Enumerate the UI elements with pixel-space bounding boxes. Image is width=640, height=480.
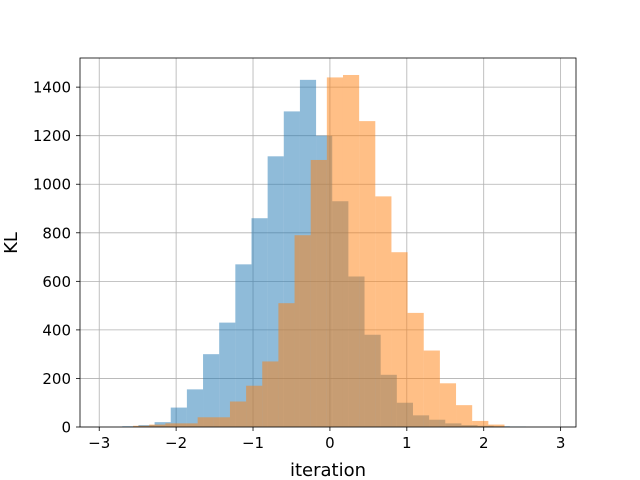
histogram-bar-series-2	[246, 385, 263, 427]
x-tick-label: −3	[88, 434, 110, 452]
histogram-bar-series-2	[213, 417, 230, 427]
histogram-bar-series-1	[203, 354, 220, 427]
histogram-bar-series-2	[149, 424, 166, 427]
histogram-bar-series-2	[407, 312, 424, 427]
histogram-bar-series-1	[170, 407, 187, 427]
y-tick-label: 1000	[33, 176, 71, 194]
y-tick-label: 800	[42, 224, 71, 242]
histogram-bar-series-2	[472, 420, 489, 427]
x-axis-ticks: −3 −2 −1 0 1 2 3	[88, 427, 565, 452]
histogram-bar-series-2	[439, 383, 457, 427]
x-tick-label: 2	[479, 434, 489, 452]
histogram-bar-series-2	[310, 159, 327, 428]
histogram-bar-series-2	[181, 423, 198, 427]
histogram-bar-series-2	[229, 401, 247, 427]
y-axis-label: KL	[1, 232, 22, 254]
histogram-bar-series-2	[359, 121, 376, 428]
histogram-bar-series-2	[342, 74, 360, 428]
x-tick-label: 1	[402, 434, 412, 452]
histogram-bar-series-2	[488, 424, 505, 427]
x-tick-label: 0	[325, 434, 335, 452]
histogram-bar-series-2	[262, 361, 279, 427]
y-axis-ticks: 0 200 400 600 800 1000 1200 1400	[33, 79, 80, 437]
histogram-bar-series-2	[133, 425, 150, 427]
y-tick-label: 0	[61, 419, 71, 437]
histogram-bar-series-2	[423, 350, 440, 427]
histogram-bar-series-2	[278, 303, 295, 427]
y-tick-label: 600	[42, 273, 71, 291]
histogram-bar-series-2	[375, 196, 392, 427]
y-tick-label: 1400	[33, 79, 71, 97]
histogram-bar-series-2	[294, 235, 311, 427]
histogram-bar-series-2	[391, 252, 408, 427]
histogram-bar-series-2	[456, 405, 473, 427]
x-tick-label: −2	[165, 434, 187, 452]
y-tick-label: 1200	[33, 127, 71, 145]
histogram-bar-series-2	[326, 77, 343, 427]
histogram-bar-series-1	[219, 322, 236, 427]
histogram-bars	[122, 74, 527, 428]
y-tick-label: 200	[42, 370, 71, 388]
axes-frame	[79, 57, 577, 428]
x-axis-label: iteration	[290, 460, 366, 480]
x-tick-label: −1	[242, 434, 264, 452]
x-tick-label: 3	[556, 434, 566, 452]
y-tick-label: 400	[42, 321, 71, 339]
histogram-bar-series-2	[197, 417, 214, 427]
histogram-bar-series-2	[165, 423, 182, 427]
